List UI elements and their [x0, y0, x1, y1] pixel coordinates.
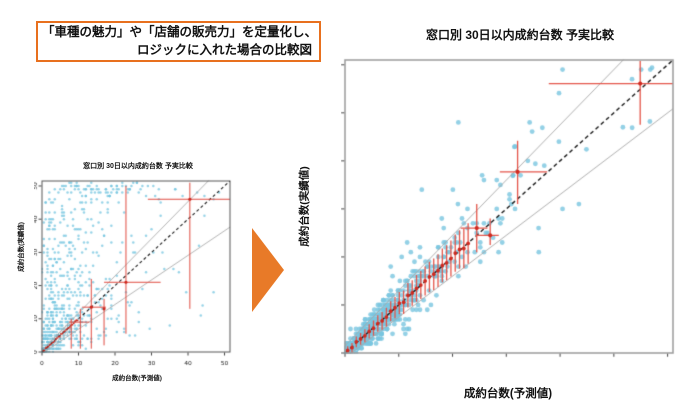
right-chart-canvas: [341, 56, 677, 358]
left-chart-y-axis-label: 成約台数(実績値): [18, 222, 25, 272]
right-chart-title: 窓口別 30日以内成約台数 予実比較: [425, 28, 615, 42]
left-chart-canvas: [34, 174, 236, 378]
left-chart-title: 窓口別 30日以内成約台数 予実比較: [83, 163, 193, 170]
callout-text-line2: ロジックに入れた場合の比較図: [136, 42, 312, 57]
left-chart-x-axis-label: 成約台数(予測値): [112, 375, 162, 382]
callout-text-line1: 「車種の魅力」や「店舗の販売力」を定量化し、: [42, 25, 318, 39]
callout-box: 「車種の魅力」や「店舗の販売力」を定量化し、 ロジックに入れた場合の比較図: [36, 21, 321, 62]
right-chart-x-axis-label: 成約台数(予測値): [463, 388, 553, 400]
right-chart-y-axis-label: 成約台数(実績値): [298, 166, 311, 247]
right-arrow-shape: [252, 228, 284, 312]
